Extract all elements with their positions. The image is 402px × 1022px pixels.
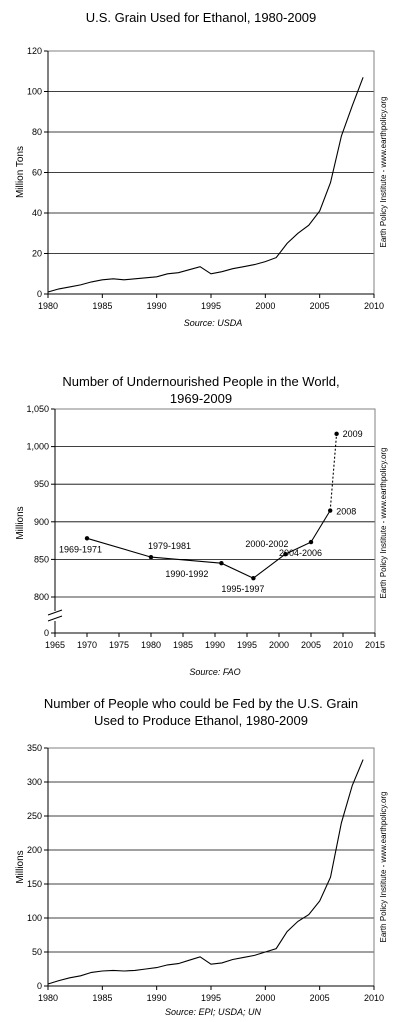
undernourished-chart-svg: Number of Undernourished People in the W… (15, 374, 388, 677)
y-tick-label: 800 (34, 592, 49, 602)
chart-title-line2: Used to Produce Ethanol, 1980-2009 (94, 713, 308, 728)
x-tick-label: 2015 (365, 640, 385, 650)
x-tick-label: 1990 (147, 993, 167, 1003)
axis-break-mark (47, 609, 63, 616)
y-tick-label: 50 (32, 947, 42, 957)
data-label: 1995-1997 (221, 584, 264, 594)
credit-note: Earth Policy Institute - www.earthpolicy… (379, 96, 388, 247)
y-tick-label: 100 (27, 87, 42, 97)
x-tick-label: 1980 (38, 993, 58, 1003)
ethanol-grain-chart-svg: U.S. Grain Used for Ethanol, 1980-2009 M… (15, 10, 388, 328)
y-tick-label: 0 (37, 981, 42, 991)
x-tick-label: 2010 (364, 993, 384, 1003)
chart-title: U.S. Grain Used for Ethanol, 1980-2009 (86, 10, 317, 25)
data-label: 2009 (343, 429, 363, 439)
y-axis-label: Millions (15, 506, 26, 539)
y-tick-label: 120 (27, 46, 42, 56)
data-point (148, 554, 154, 560)
credit-note: Earth Policy Institute - www.earthpolicy… (379, 791, 388, 942)
x-tick-label: 2010 (364, 301, 384, 311)
source-note: Source: EPI; USDA; UN (165, 1007, 262, 1017)
x-tick-label: 2005 (310, 301, 330, 311)
axis-break-mark (47, 615, 63, 622)
x-tick-label: 1995 (201, 993, 221, 1003)
data-label: 2008 (336, 507, 356, 517)
y-tick-label: 20 (32, 249, 42, 259)
data-label: 1969-1971 (59, 544, 102, 554)
data-label: 1990-1992 (165, 569, 208, 579)
x-tick-label: 2000 (269, 640, 289, 650)
data-point (328, 508, 333, 513)
people-fed-chart: Number of People who could be Fed by the… (0, 682, 402, 1022)
y-tick-label: 300 (27, 777, 42, 787)
x-tick-label: 1995 (201, 301, 221, 311)
y-axis-label: Millions (15, 850, 26, 883)
x-tick-label: 1990 (147, 301, 167, 311)
ethanol-grain-chart: U.S. Grain Used for Ethanol, 1980-2009 M… (0, 0, 402, 330)
data-line (86, 510, 331, 579)
source-note: Source: FAO (189, 667, 240, 677)
data-point (84, 536, 90, 541)
data-label: 2004-2006 (279, 548, 322, 558)
y-tick-label: 250 (27, 811, 42, 821)
y-tick-label: 1,050 (26, 404, 49, 414)
plot-frame (54, 408, 376, 634)
x-tick-label: 1985 (92, 993, 112, 1003)
source-note: Source: USDA (184, 318, 243, 328)
data-point (219, 560, 224, 566)
x-tick-label: 1965 (45, 640, 65, 650)
x-tick-label: 2000 (255, 993, 275, 1003)
credit-note: Earth Policy Institute - www.earthpolicy… (379, 447, 388, 598)
x-tick-label: 2005 (301, 640, 321, 650)
x-tick-label: 2005 (310, 993, 330, 1003)
plot-frame (47, 747, 375, 987)
data-point (308, 539, 314, 545)
people-fed-chart-svg: Number of People who could be Fed by the… (15, 696, 388, 1017)
data-label: 1979-1981 (148, 541, 191, 551)
y-tick-label: 100 (27, 913, 42, 923)
data-point (251, 576, 256, 581)
x-tick-label: 1975 (109, 640, 129, 650)
undernourished-chart: Number of Undernourished People in the W… (0, 340, 402, 680)
axis-break-gap (48, 611, 62, 621)
y-tick-label: 850 (34, 554, 49, 564)
y-tick-label: 60 (32, 168, 42, 178)
y-tick-label: 150 (27, 879, 42, 889)
x-tick-label: 1980 (38, 301, 58, 311)
y-tick-label: 1,000 (26, 442, 49, 452)
x-tick-label: 1985 (92, 301, 112, 311)
x-tick-label: 1995 (237, 640, 257, 650)
y-tick-label: 40 (32, 208, 42, 218)
x-tick-label: 1970 (77, 640, 97, 650)
x-tick-label: 2010 (333, 640, 353, 650)
x-tick-label: 1980 (141, 640, 161, 650)
y-tick-label: 0 (44, 628, 49, 638)
y-axis-label: Million Tons (15, 146, 26, 198)
y-tick-label: 0 (37, 289, 42, 299)
y-tick-label: 950 (34, 479, 49, 489)
y-tick-label: 350 (27, 743, 42, 753)
data-line (47, 77, 364, 293)
chart-title-line1: Number of Undernourished People in the W… (62, 374, 339, 389)
chart-title-line2: 1969-2009 (170, 391, 232, 406)
y-tick-label: 900 (34, 517, 49, 527)
data-line-dashed (329, 433, 338, 511)
x-tick-label: 2000 (255, 301, 275, 311)
chart-title-line1: Number of People who could be Fed by the… (44, 696, 358, 711)
data-point (334, 431, 339, 437)
x-tick-label: 1985 (173, 640, 193, 650)
data-label: 2000-2002 (245, 539, 288, 549)
data-line (47, 759, 364, 985)
y-tick-label: 80 (32, 127, 42, 137)
x-tick-label: 1990 (205, 640, 225, 650)
y-tick-label: 200 (27, 845, 42, 855)
data-point (283, 551, 288, 557)
